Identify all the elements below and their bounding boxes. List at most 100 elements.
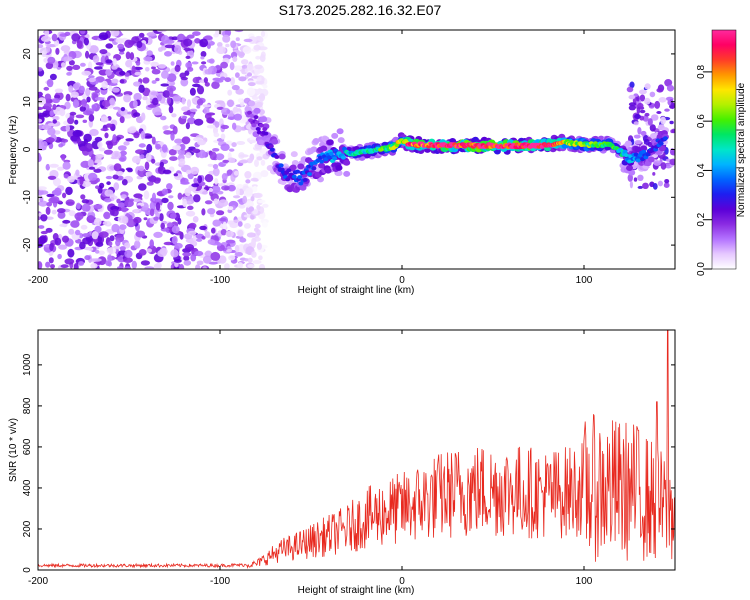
heatmap-cell: [59, 223, 68, 227]
heatmap-x-axis: -200 -100 0 100: [28, 30, 593, 286]
heatmap-cell: [174, 242, 183, 249]
heatmap-cell: [38, 200, 48, 207]
y-tick-label: 600: [22, 438, 33, 455]
heatmap-cell: [191, 183, 200, 188]
heatmap-cell: [274, 154, 280, 159]
heatmap-cell: [204, 250, 213, 258]
heatmap-cell: [144, 161, 150, 171]
heatmap-cell: [89, 128, 99, 137]
colorbar-tick-label: 0.4: [696, 163, 707, 177]
heatmap-cell: [182, 198, 188, 208]
heatmap-cell: [654, 100, 661, 109]
heatmap-cell: [45, 261, 51, 268]
heatmap-cell: [134, 240, 141, 249]
heatmap-cell: [192, 31, 201, 36]
heatmap-cell: [652, 172, 656, 176]
heatmap-cell: [233, 170, 239, 176]
heatmap-cell: [664, 79, 673, 87]
heatmap-cell: [168, 149, 177, 156]
heatmap-cell: [320, 145, 328, 152]
heatmap-cell: [38, 91, 43, 97]
heatmap-cell: [115, 239, 121, 247]
heatmap-cell: [200, 56, 205, 60]
heatmap-cell: [171, 225, 180, 234]
heatmap-cell: [119, 51, 125, 55]
heatmap-cell: [66, 72, 72, 76]
heatmap-cell: [207, 163, 214, 167]
heatmap-cell: [216, 46, 226, 55]
heatmap-cell: [226, 109, 231, 114]
heatmap-cell: [147, 104, 157, 108]
heatmap-cell: [226, 249, 233, 253]
heatmap-cell: [167, 201, 174, 211]
heatmap-cell: [230, 40, 237, 49]
heatmap-cell: [65, 93, 71, 102]
heatmap-cell: [123, 141, 130, 146]
heatmap-cell: [81, 203, 91, 212]
heatmap-cell: [258, 93, 266, 102]
heatmap-cell: [91, 104, 97, 111]
heatmap-cell: [141, 112, 146, 121]
heatmap-cell: [218, 255, 227, 264]
heatmap-cell: [138, 165, 145, 172]
heatmap-cell: [199, 225, 208, 231]
heatmap-cell: [138, 249, 147, 256]
heatmap-cell: [638, 89, 647, 95]
heatmap-cell: [168, 195, 174, 199]
heatmap-cell: [222, 221, 227, 230]
heatmap-cell: [54, 237, 62, 246]
heatmap-cell: [155, 202, 161, 211]
heatmap-cell: [246, 87, 256, 97]
heatmap-cell: [649, 124, 656, 132]
heatmap-cell: [119, 116, 125, 124]
heatmap-cell: [80, 62, 86, 67]
heatmap-cell: [54, 94, 61, 99]
heatmap-cell: [647, 156, 655, 163]
heatmap-cell: [49, 163, 59, 168]
heatmap-cell: [38, 67, 43, 72]
heatmap-cell: [74, 119, 79, 125]
heatmap-cell: [49, 110, 54, 117]
heatmap-cell: [171, 113, 177, 118]
heatmap-cell: [152, 192, 156, 202]
heatmap-cell: [239, 237, 247, 243]
heatmap-cell: [255, 80, 265, 85]
heatmap-cell: [110, 30, 120, 37]
heatmap-cell: [75, 114, 85, 119]
heatmap-cell: [193, 194, 201, 203]
heatmap-cell: [214, 178, 219, 185]
heatmap-cell: [110, 156, 117, 160]
y-tick-label: 400: [22, 479, 33, 496]
heatmap-cell: [201, 236, 206, 240]
heatmap-cell: [195, 264, 201, 269]
heatmap-cell: [233, 219, 240, 223]
x-tick-label: -200: [28, 576, 48, 587]
heatmap-cell: [210, 185, 221, 193]
heatmap-cell: [256, 242, 262, 250]
heatmap-cell: [38, 106, 44, 111]
heatmap-cell: [251, 123, 257, 128]
heatmap-cell: [658, 141, 664, 146]
heatmap-cell: [132, 99, 138, 108]
heatmap-cell: [81, 199, 90, 204]
heatmap-cell: [112, 134, 117, 143]
heatmap-cell: [196, 98, 204, 106]
heatmap-cell: [234, 252, 243, 257]
heatmap-cell: [124, 249, 133, 258]
heatmap-cell: [307, 172, 312, 177]
heatmap-cell: [49, 242, 54, 252]
heatmap-cell: [310, 146, 318, 153]
heatmap-cell: [238, 204, 246, 209]
heatmap-cell: [278, 163, 284, 168]
heatmap-cell: [669, 158, 675, 166]
heatmap-cell: [670, 150, 675, 156]
heatmap-cell: [111, 209, 119, 217]
heatmap-cell: [85, 50, 90, 59]
heatmap-cell: [217, 42, 223, 48]
heatmap-cell: [263, 131, 269, 136]
heatmap-cell: [664, 179, 670, 184]
heatmap-cell: [124, 266, 132, 269]
heatmap-cell: [633, 134, 641, 139]
heatmap-cell: [173, 173, 178, 177]
heatmap-cell: [152, 97, 159, 106]
